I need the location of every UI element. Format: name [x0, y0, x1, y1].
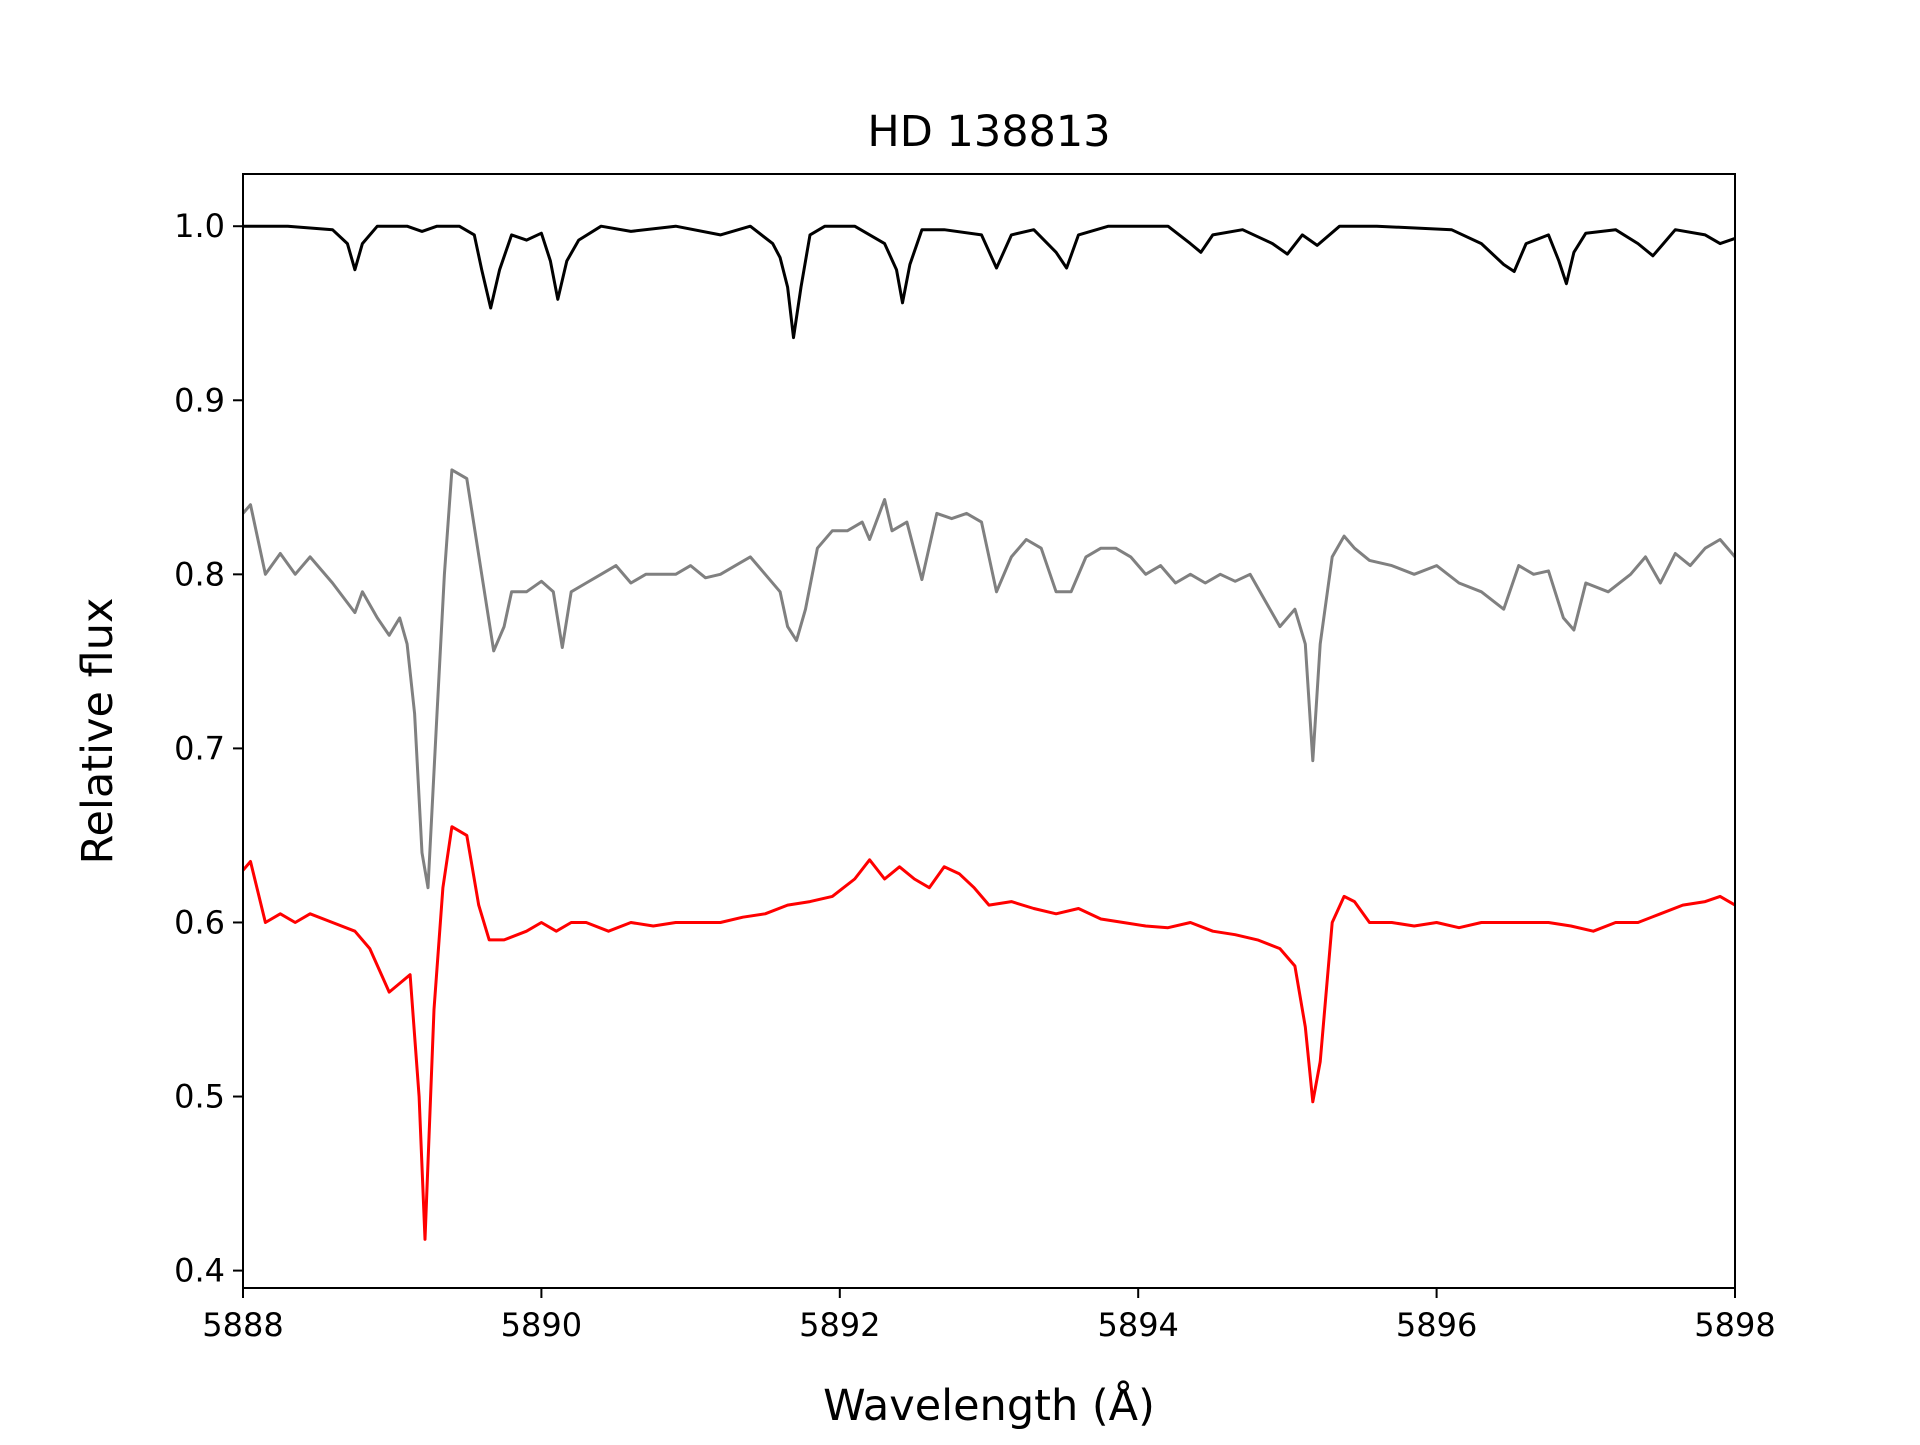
y-tick-label: 0.5 — [174, 1078, 225, 1116]
plot-lines — [241, 224, 1737, 1241]
x-tick-label: 5898 — [1694, 1306, 1775, 1344]
series-line-3 — [241, 825, 1736, 1241]
y-tick-label: 0.8 — [174, 555, 225, 593]
x-tick-label: 5894 — [1097, 1306, 1178, 1344]
y-tick-label: 1.0 — [174, 207, 225, 245]
x-tick-label: 5892 — [799, 1306, 880, 1344]
x-axis-label: Wavelength (Å) — [823, 1380, 1155, 1431]
x-tick-label: 5888 — [202, 1306, 283, 1344]
y-axis: 0.4 0.5 0.6 0.7 0.8 0.9 1.0 — [174, 207, 243, 1290]
y-axis-label: Relative flux — [73, 598, 123, 865]
x-tick-label: 5890 — [501, 1306, 582, 1344]
series-line-1 — [243, 224, 1736, 340]
y-tick-label: 0.9 — [174, 381, 225, 419]
chart-title: HD 138813 — [867, 107, 1110, 157]
x-tick-label: 5896 — [1396, 1306, 1477, 1344]
plot-frame — [242, 173, 1736, 1289]
series-line-2 — [241, 468, 1737, 890]
y-tick-label: 0.7 — [174, 729, 225, 767]
y-tick-label: 0.4 — [174, 1252, 225, 1290]
y-tick-label: 0.6 — [174, 903, 225, 941]
x-axis: 5888 5890 5892 5894 5896 5898 — [202, 1288, 1776, 1344]
